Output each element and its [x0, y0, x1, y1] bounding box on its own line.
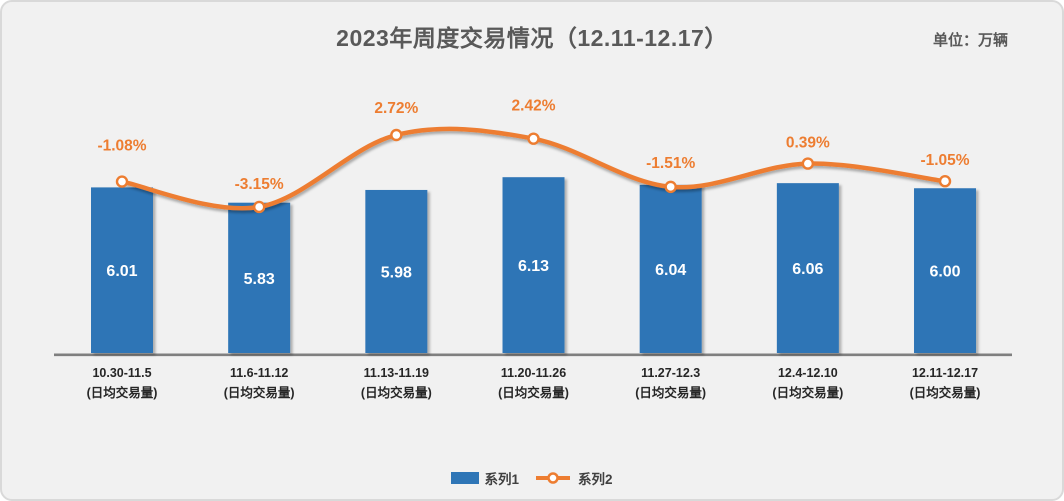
legend-series1-label: 系列1: [484, 472, 519, 487]
pct-data-label: -1.51%: [646, 155, 695, 172]
bar-value-label: 5.98: [381, 264, 412, 281]
bar-series1: [91, 187, 153, 353]
pct-data-label: 2.72%: [374, 100, 418, 117]
line-marker: [664, 180, 677, 194]
x-axis-label: 11.13-11.19: [364, 366, 429, 380]
bar-value-label: 6.13: [518, 258, 549, 275]
pct-data-label: -1.05%: [920, 152, 969, 169]
chart-legend: 系列1 系列2: [2, 468, 1062, 488]
bar-series1: [914, 188, 977, 353]
series1-bar-swatch-icon: [451, 472, 480, 484]
bar-series1: [502, 177, 565, 353]
bar-value-label: 6.00: [929, 264, 960, 281]
bar-series1: [639, 184, 702, 353]
unit-label: 单位：万辆: [932, 32, 1008, 49]
x-axis-label: 11.20-11.26: [501, 366, 566, 380]
x-axis-sublabel: (日均交易量): [910, 385, 981, 400]
legend-series2-label: 系列2: [578, 472, 613, 487]
legend-item-series1: 系列1: [451, 468, 519, 488]
bar-series1: [776, 183, 839, 353]
bar-value-label: 6.04: [655, 262, 686, 279]
chart-title: 2023年周度交易情况（12.11-12.17）: [336, 25, 728, 51]
x-axis-sublabel: (日均交易量): [772, 385, 843, 400]
x-axis-sublabel: (日均交易量): [87, 385, 158, 400]
x-axis-sublabel: (日均交易量): [361, 385, 432, 400]
pct-data-label: 0.39%: [786, 135, 830, 152]
line-marker: [938, 175, 952, 188]
line-marker: [390, 128, 403, 142]
x-axis-sublabel: (日均交易量): [635, 385, 706, 400]
bar-series1: [228, 202, 291, 353]
bar-series1: [365, 189, 428, 353]
x-axis-sublabel: (日均交易量): [498, 385, 569, 400]
bar-value-label: 5.83: [244, 271, 275, 288]
x-axis-label: 11.27-12.3: [641, 366, 700, 380]
line-marker: [801, 157, 815, 170]
line-marker: [115, 175, 129, 188]
legend-item-series2: 系列2: [533, 468, 613, 488]
series2-line-swatch-icon: [536, 472, 570, 484]
bar-value-label: 6.01: [106, 263, 137, 280]
pct-data-label: 2.42%: [512, 98, 556, 115]
line-marker: [527, 132, 540, 145]
x-axis-label: 11.6-11.12: [230, 366, 288, 380]
pct-data-label: -1.08%: [97, 138, 146, 155]
x-axis-sublabel: (日均交易量): [224, 385, 295, 400]
pct-data-label: -3.15%: [235, 176, 284, 193]
bar-value-label: 6.06: [792, 261, 823, 278]
x-axis-label: 12.11-12.17: [912, 366, 978, 380]
x-axis-label: 10.30-11.5: [92, 366, 151, 380]
line-marker: [252, 200, 266, 214]
x-axis-label: 12.4-12.10: [778, 366, 838, 380]
